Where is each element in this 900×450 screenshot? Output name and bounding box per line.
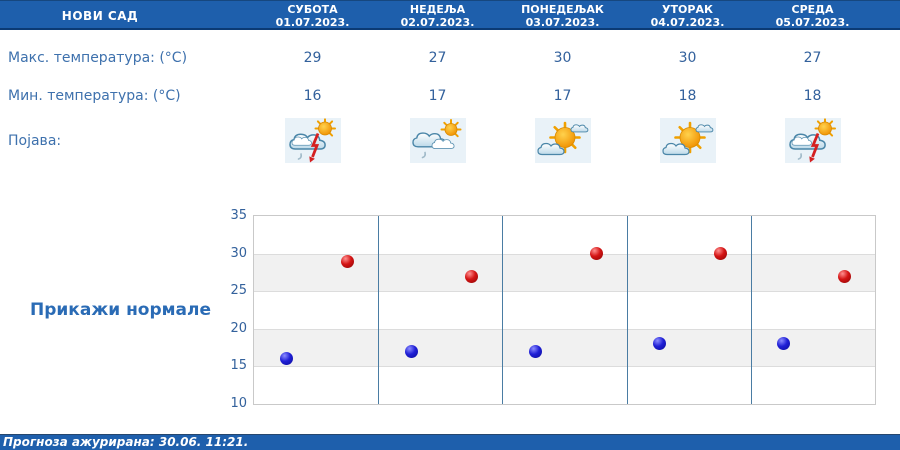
min-temp-value: 16 [303,88,322,104]
min-temp-point [404,344,418,358]
y-axis-tick: 15 [230,358,247,374]
temperature-chart: 10 15 20 25 30 35 [230,208,876,411]
chart-band [254,328,875,367]
max-temp-point [341,254,355,268]
location-title: НОВИ САД [61,9,139,23]
chart-day-separator [626,216,628,404]
max-temp-value: 30 [678,50,697,66]
chart-band [254,253,875,292]
max-temp-value: 27 [803,50,822,66]
footer-bar: Прогноза ажурирана: 30.06. 11:21. [0,434,900,450]
day-name: ПОНЕДЕЉАК [521,3,604,16]
thunderstorm-icon [284,118,341,163]
max-temp-point [589,247,603,261]
chart-gridline [254,328,875,330]
show-normals-button[interactable]: Прикажи нормале [30,300,212,320]
day-name: СУБОТА [287,3,338,16]
min-temp-value: 17 [428,88,447,104]
max-temp-value: 30 [553,50,572,66]
y-axis-tick: 35 [230,208,247,223]
thunderstorm-icon [784,118,841,163]
min-temp-point [777,337,791,351]
phenomena-label: Појава: [8,133,62,149]
chart-gridline [254,253,875,255]
min-temp-value: 18 [678,88,697,104]
chart-day-separator [502,216,504,404]
chart-day-separator [750,216,752,404]
day-date: 01.07.2023. [275,16,350,29]
y-axis-tick: 20 [230,320,247,336]
day-name: НЕДЕЉА [409,3,466,16]
day-header-5: СРЕДА 05.07.2023. [750,3,875,29]
min-temp-point [280,352,294,366]
min-temp-label: Мин. температура: (°C) [8,88,181,104]
min-temp-value: 18 [803,88,822,104]
max-temp-label: Макс. температура: (°C) [8,50,188,66]
forecast-header-bar: НОВИ САД СУБОТА 01.07.2023. НЕДЕЉА 02.07.20… [0,0,900,30]
min-temp-value: 17 [553,88,572,104]
min-temp-point [528,344,542,358]
max-temp-point [465,269,479,283]
y-axis-tick: 25 [230,283,247,299]
day-header-2: НЕДЕЉА 02.07.2023. [375,3,500,29]
y-axis-tick: 10 [230,396,247,411]
day-header-3: ПОНЕДЕЉАК 03.07.2023. [500,3,625,29]
rain-sun-icon [409,118,466,163]
forecast-updated-text: Прогноза ажурирана: 30.06. 11:21. [3,435,249,449]
partly-sunny-icon [534,118,591,163]
chart-day-separator [378,216,380,404]
day-header-4: УТОРАК 04.07.2023. [625,3,750,29]
max-temp-value: 27 [428,50,447,66]
max-temp-value: 29 [303,50,322,66]
y-axis-tick: 30 [230,245,247,261]
day-name: УТОРАК [662,3,713,16]
day-date: 05.07.2023. [775,16,850,29]
day-header-1: СУБОТА 01.07.2023. [250,3,375,29]
day-date: 03.07.2023. [525,16,600,29]
chart-gridline [254,291,875,293]
max-temp-point [838,269,852,283]
partly-sunny-icon [659,118,716,163]
chart-gridline [254,366,875,368]
day-date: 02.07.2023. [400,16,475,29]
day-name: СРЕДА [791,3,834,16]
min-temp-point [653,337,666,351]
day-date: 04.07.2023. [650,16,725,29]
max-temp-point [713,247,727,261]
